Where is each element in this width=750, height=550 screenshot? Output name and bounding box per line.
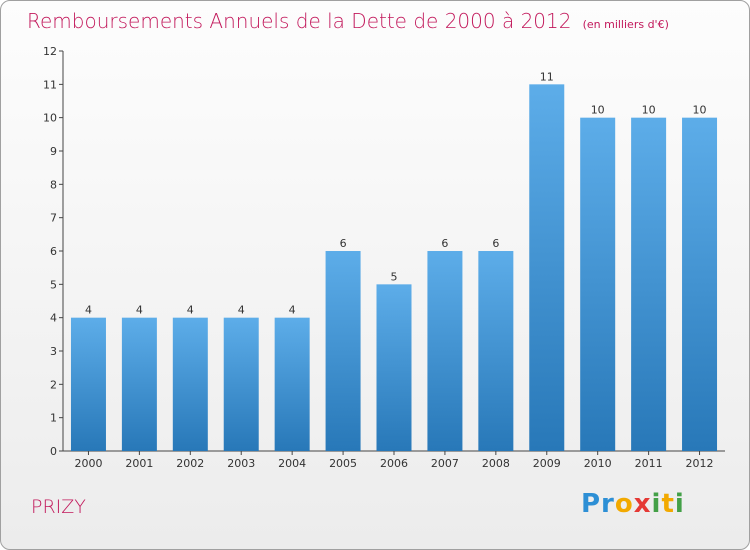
value-label-2002: 4 [187,304,194,317]
x-tick-label-2007: 2007 [431,457,459,470]
bar-2003 [223,317,259,451]
value-label-2003: 4 [238,304,245,317]
x-tick-label-2005: 2005 [329,457,357,470]
y-tick-label: 8 [50,178,57,191]
bar-2001 [121,317,157,451]
value-label-2000: 4 [85,304,92,317]
x-tick-label-2000: 2000 [74,457,102,470]
value-label-2011: 10 [642,104,656,117]
bar-2011 [631,117,667,452]
value-label-2009: 11 [540,70,554,83]
y-tick-label: 9 [50,145,57,158]
value-label-2004: 4 [289,304,296,317]
value-label-2007: 6 [441,237,448,250]
chart-title: Remboursements Annuels de la Dette de 20… [27,9,572,33]
bar-2007 [427,251,463,451]
x-tick-label-2003: 2003 [227,457,255,470]
y-tick-label: 1 [50,412,57,425]
bar-2004 [274,317,310,451]
y-tick-label: 4 [50,312,57,325]
value-label-2005: 6 [340,237,347,250]
x-tick-label-2001: 2001 [125,457,153,470]
x-tick-label-2010: 2010 [584,457,612,470]
y-tick-label: 12 [43,45,57,58]
x-tick-label-2008: 2008 [482,457,510,470]
chart-subtitle: (en milliers d'€) [582,18,669,31]
bar-2005 [325,251,361,451]
y-tick-label: 11 [43,78,57,91]
bar-2010 [580,117,616,452]
x-tick-label-2011: 2011 [635,457,663,470]
bar-2002 [172,317,208,451]
x-tick-label-2002: 2002 [176,457,204,470]
value-label-2008: 6 [492,237,499,250]
x-tick-label-2009: 2009 [533,457,561,470]
value-label-2010: 10 [591,104,605,117]
y-tick-label: 2 [50,378,57,391]
x-tick-label-2006: 2006 [380,457,408,470]
title-row: Remboursements Annuels de la Dette de 20… [27,9,669,33]
bar-2006 [376,284,412,451]
commune-name: PRIZY [31,496,86,518]
y-tick-label: 5 [50,278,57,291]
value-label-2006: 5 [391,270,398,283]
y-tick-label: 7 [50,212,57,225]
bars-group: 4 4 4 4 4 6 5 6 6 11 10 10 10 [70,70,718,452]
y-tick-label: 0 [50,445,57,458]
bar-2009 [529,84,565,451]
proxiti-logo[interactable]: Proxiti [581,489,685,519]
y-tick-label: 10 [43,112,57,125]
y-tick-label: 3 [50,345,57,358]
value-label-2001: 4 [136,304,143,317]
y-tick-label: 6 [50,245,57,258]
x-tick-label-2004: 2004 [278,457,306,470]
bar-2008 [478,251,514,451]
x-tick-label-2012: 2012 [686,457,714,470]
bar-2000 [70,317,106,451]
bar-2012 [682,117,718,452]
value-label-2012: 10 [693,104,707,117]
